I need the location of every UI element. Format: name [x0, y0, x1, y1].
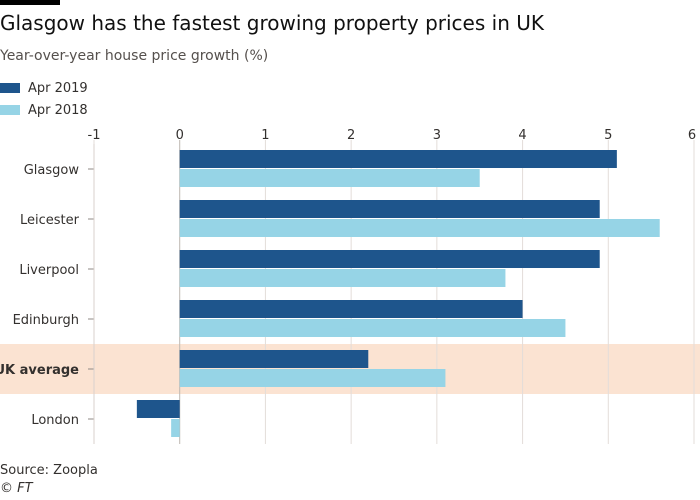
legend-item-apr-2018: Apr 2018	[0, 100, 88, 120]
bar-apr-2018-leicester	[179, 219, 660, 237]
bar-apr-2019-glasgow	[179, 150, 617, 168]
category-label-london: London	[31, 413, 79, 428]
bar-apr-2019-edinburgh	[179, 300, 523, 318]
legend-swatch-apr-2018	[0, 105, 20, 115]
title-rule	[0, 0, 60, 5]
x-tick-label: 3	[433, 128, 441, 143]
bar-apr-2019-leicester	[179, 200, 600, 218]
copyright-note: © FT	[0, 481, 33, 496]
legend-label-apr-2018: Apr 2018	[28, 102, 88, 118]
legend: Apr 2019 Apr 2018	[0, 78, 88, 122]
bar-apr-2019-london	[136, 400, 180, 418]
category-label-leicester: Leicester	[20, 213, 80, 228]
category-label-uk-average: UK average	[0, 363, 79, 378]
x-tick-label: 0	[176, 128, 184, 143]
bar-apr-2019-uk-average	[179, 350, 369, 368]
x-tick-label: 1	[261, 128, 269, 143]
legend-item-apr-2019: Apr 2019	[0, 78, 88, 98]
bar-apr-2018-glasgow	[179, 169, 480, 187]
x-tick-label: -1	[88, 128, 101, 143]
bar-apr-2019-liverpool	[179, 250, 600, 268]
chart-title: Glasgow has the fastest growing property…	[0, 11, 544, 35]
bar-apr-2018-london	[171, 419, 180, 437]
x-tick-label: 2	[347, 128, 355, 143]
x-tick-label: 5	[604, 128, 612, 143]
source-note: Source: Zoopla	[0, 463, 98, 478]
x-tick-label: 6	[688, 128, 696, 143]
x-tick-label: 4	[518, 128, 526, 143]
bar-apr-2018-edinburgh	[179, 319, 566, 337]
bar-apr-2018-uk-average	[179, 369, 446, 387]
category-label-glasgow: Glasgow	[24, 163, 80, 178]
footer: Source: Zoopla © FT	[0, 462, 98, 498]
legend-label-apr-2019: Apr 2019	[28, 80, 88, 96]
legend-swatch-apr-2019	[0, 83, 20, 93]
category-label-edinburgh: Edinburgh	[13, 313, 79, 328]
chart-subtitle: Year-over-year house price growth (%)	[0, 48, 269, 64]
bar-apr-2018-liverpool	[179, 269, 506, 287]
category-label-liverpool: Liverpool	[19, 263, 79, 278]
